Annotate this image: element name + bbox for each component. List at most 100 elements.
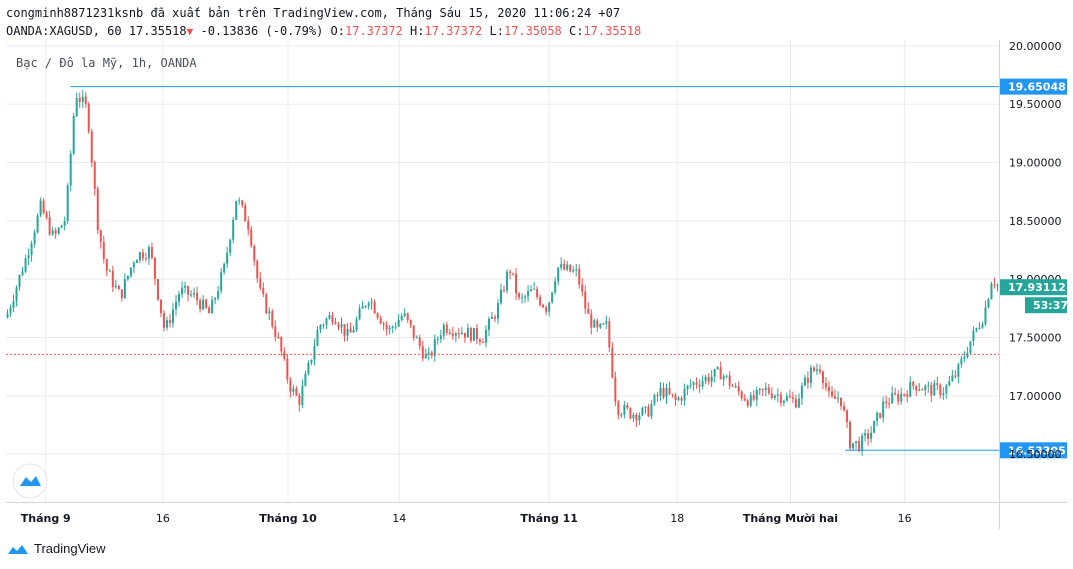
candle-body (566, 264, 569, 270)
candle-body (698, 384, 701, 387)
candle-body (427, 352, 430, 355)
candle-body (292, 388, 295, 392)
candle-body (244, 205, 247, 222)
candle-body (656, 394, 659, 396)
candle-body (310, 359, 313, 363)
candle-body (96, 188, 99, 231)
candle-body (809, 367, 812, 383)
x-tick-label: 18 (670, 512, 684, 525)
candle-body (761, 388, 764, 390)
x-tick-label: 16 (156, 512, 170, 525)
candle-body (397, 320, 400, 327)
candle-body (63, 221, 66, 226)
candle-body (268, 311, 271, 314)
candle-body (662, 387, 665, 398)
candle-body (858, 441, 861, 451)
candle-body (728, 375, 731, 386)
candle-body (289, 379, 292, 392)
candle-body (873, 420, 876, 433)
candle-body (337, 323, 340, 328)
candle-body (897, 394, 900, 402)
candle-body (800, 385, 803, 399)
candle-body (915, 385, 918, 391)
candle-body (876, 412, 879, 421)
candle-body (512, 273, 515, 275)
candle-body (785, 396, 788, 401)
low-label: L: (489, 24, 504, 38)
candle-body (593, 320, 596, 328)
candle-body (349, 328, 352, 333)
candle-body (716, 367, 719, 369)
candle-body (719, 367, 722, 380)
candle-body (710, 376, 713, 382)
candle-body (316, 329, 319, 346)
candle-body (849, 421, 852, 449)
candle-body (596, 320, 599, 328)
candle-body (214, 298, 217, 300)
candle-body (42, 200, 45, 214)
candle-body (770, 393, 773, 398)
level-price-label: 19.65048 (1008, 81, 1066, 94)
candle-body (466, 328, 469, 338)
candle-body (120, 289, 123, 298)
candle-body (830, 391, 833, 397)
candle-body (773, 395, 776, 398)
candle-body (903, 393, 906, 395)
candle-body (924, 385, 927, 391)
tradingview-brand[interactable]: TradingView (6, 541, 106, 556)
candle-body (493, 316, 496, 319)
candle-body (855, 441, 858, 444)
candle-body (939, 385, 942, 395)
candle-body (156, 279, 159, 300)
candle-body (918, 389, 921, 391)
candle-body (906, 394, 909, 397)
candle-body (677, 398, 680, 400)
candle-body (806, 377, 809, 383)
candle-body (343, 324, 346, 336)
candle-body (15, 287, 18, 302)
candle-body (478, 339, 481, 343)
candle-body (418, 337, 421, 347)
candle-body (409, 319, 412, 326)
candle-body (680, 398, 683, 401)
candle-body (162, 312, 165, 328)
candle-body (451, 333, 454, 336)
candle-body (764, 387, 767, 390)
candle-body (734, 386, 737, 388)
candle-body (689, 384, 692, 386)
candle-body (406, 313, 409, 320)
candle-body (388, 327, 391, 330)
high-label: H: (410, 24, 425, 38)
candle-body (346, 328, 349, 336)
candle-body (481, 342, 484, 344)
candle-body (972, 330, 975, 342)
candle-body (298, 395, 301, 406)
candle-body (496, 303, 499, 319)
candle-body (506, 271, 509, 291)
candle-body (30, 243, 33, 256)
open-value: 17.37372 (345, 24, 403, 38)
candle-body (111, 270, 114, 288)
candle-body (752, 395, 755, 400)
candle-body (815, 369, 818, 371)
candle-body (175, 301, 178, 310)
chart-container[interactable]: 19.65048 16.53305 16.50000 17.00000 17.50000… (6, 40, 1067, 529)
candle-body (475, 327, 478, 340)
candle-body (12, 301, 15, 308)
candle-body (21, 271, 24, 275)
candle-body (168, 320, 171, 323)
candle-body (560, 263, 563, 268)
candle-body (364, 306, 367, 308)
candle-body (740, 391, 743, 399)
chart-title: Bạc / Đô la Mỹ, 1h, OANDA (16, 56, 197, 70)
candle-body (262, 287, 265, 295)
candle-body (123, 279, 126, 298)
tradingview-cloud-icon[interactable] (12, 463, 48, 499)
candle-body (436, 339, 439, 341)
candle-body (743, 398, 746, 401)
candle-body (674, 395, 677, 400)
candle-body (668, 387, 671, 394)
candle-body (659, 387, 662, 396)
candle-body (927, 385, 930, 387)
